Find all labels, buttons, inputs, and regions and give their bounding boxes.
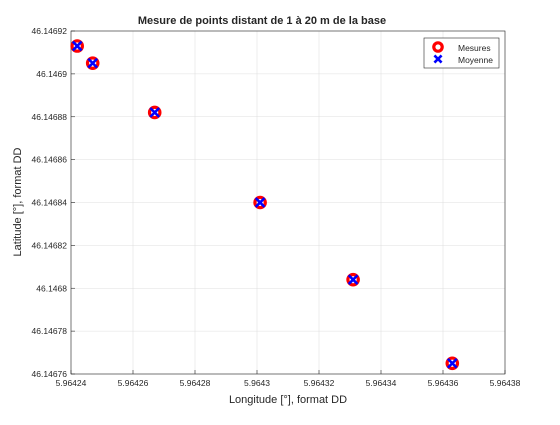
legend-circle-icon [432,41,444,53]
y-axis-label: Latitude [°], format DD [12,147,24,256]
legend-label-moyenne: Moyenne [458,55,493,65]
mean-point-stroke [149,107,161,118]
mean-point-stroke [87,57,99,69]
mean-point [347,274,359,286]
y-tick-label: 46.14692 [32,26,68,36]
y-tick-label: 46.14678 [32,326,68,336]
x-tick-label: 5.96438 [490,378,521,388]
mean-point-stroke [347,274,359,286]
mean-point [71,40,83,52]
legend-label-mesures: Mesures [458,43,491,53]
x-tick-label: 5.96434 [366,378,397,388]
x-tick-label: 5.96432 [304,378,335,388]
measurement-point [85,56,100,70]
measurement-point [346,272,360,287]
y-tick-label: 46.1469 [36,69,67,79]
measurement-point [253,195,267,210]
mean-point-stroke [254,197,266,208]
measurement-point [445,356,460,371]
mean-point-stroke [71,40,83,52]
y-tick-label: 46.14684 [32,198,68,208]
y-tick-label: 46.14682 [32,240,68,250]
x-tick-label: 5.96436 [428,378,459,388]
x-tick-label: 5.9643 [244,378,270,388]
chart-title: Mesure de points distant de 1 à 20 m de … [138,15,386,27]
y-tick-label: 46.14686 [32,155,68,165]
legend: Mesures Moyenne [423,37,500,69]
x-tick-label: 5.96424 [56,378,87,388]
y-axis-ticks: 46.14676 46.14678 46.1468 46.14682 46.14684 4… [32,26,75,379]
measurement-point [70,39,84,53]
legend-x-icon [433,54,443,64]
x-axis-label: Longitude [°], format DD [229,394,347,406]
measurement-point [147,105,162,120]
mean-point [254,197,266,208]
mean-point [446,357,458,369]
legend-x-icon-stroke [433,54,443,64]
x-axis-ticks: 5.96424 5.96426 5.96428 5.9643 5.96432 5.9643… [56,370,521,388]
mean-point [149,107,161,118]
y-tick-label: 46.1468 [36,283,67,293]
mean-point-stroke [446,357,458,369]
mean-point [87,57,99,69]
x-tick-label: 5.96426 [118,378,149,388]
legend-marker-mesures [432,41,444,53]
y-tick-label: 46.14676 [32,369,68,379]
y-tick-label: 46.14688 [32,112,68,122]
x-tick-label: 5.96428 [180,378,211,388]
legend-marker-moyenne [433,54,443,64]
data-markers [70,39,460,371]
